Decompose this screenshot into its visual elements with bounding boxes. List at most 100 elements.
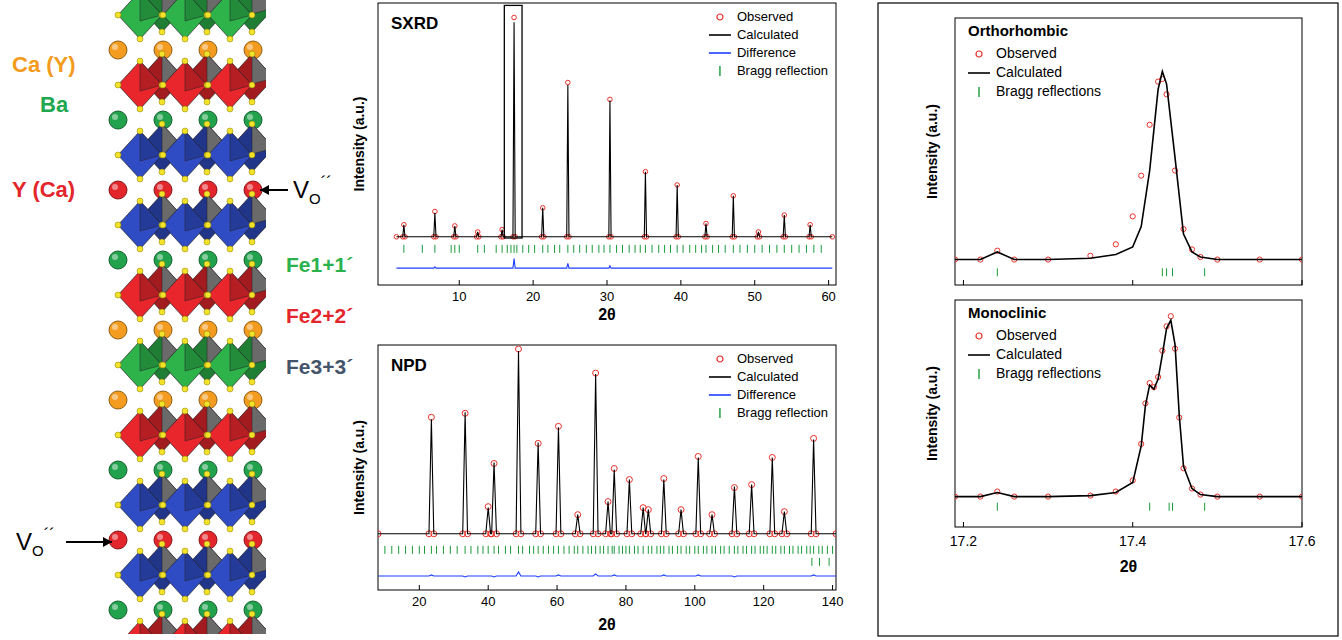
- bragg-tick: [543, 546, 544, 554]
- site-label: Ba: [40, 92, 69, 117]
- bragg-tick: [733, 245, 734, 253]
- x-tick: [832, 585, 833, 590]
- bragg-tick: [767, 546, 768, 554]
- octahedron-face: [230, 0, 252, 21]
- bragg-tick: [694, 546, 695, 554]
- chart-title: Orthorhombic: [968, 22, 1068, 39]
- oxygen: [115, 12, 121, 18]
- octahedron: [208, 551, 252, 599]
- vacancy-sup: ´´: [44, 525, 55, 544]
- bragg-tick: [598, 245, 599, 253]
- vacancy-label: VO´´: [16, 525, 55, 559]
- cation: [199, 321, 217, 339]
- oxygen: [137, 246, 143, 252]
- oxygen: [204, 502, 210, 508]
- bragg-tick: [494, 546, 495, 554]
- chart: Intensity (a.u.)OrthorhombicObservedCalc…: [924, 18, 1305, 285]
- octahedron: [118, 551, 162, 599]
- oxygen: [159, 401, 165, 407]
- octahedron-face: [140, 551, 162, 581]
- oxygen: [182, 408, 188, 414]
- octahedron-face: [230, 131, 252, 161]
- bragg-tick: [622, 245, 623, 253]
- cation-highlight: [247, 394, 253, 400]
- legend: ObservedCalculatedDifferenceBragg reflec…: [709, 9, 828, 78]
- oxygen: [182, 478, 188, 484]
- octahedron-face: [185, 481, 207, 511]
- bragg-tick: [451, 245, 452, 253]
- oxygen: [249, 541, 255, 547]
- legend: ObservedCalculatedBragg reflections: [968, 327, 1101, 381]
- oxygen: [227, 456, 233, 462]
- cation-highlight: [202, 44, 208, 50]
- cation-highlight: [202, 324, 208, 330]
- oxygen: [249, 261, 255, 267]
- oxygen: [249, 152, 255, 158]
- oxygen: [205, 222, 211, 228]
- x-axis-title: 2θ: [598, 306, 616, 323]
- plot-frame: [378, 345, 836, 590]
- oxygen: [204, 292, 210, 298]
- bragg-tick: [614, 546, 615, 554]
- octahedron-face: [140, 271, 162, 301]
- bragg-tick: [622, 546, 623, 554]
- octahedron-face: [230, 61, 252, 91]
- oxygen: [227, 338, 233, 344]
- legend-label: Calculated: [737, 369, 798, 384]
- cation: [109, 391, 127, 409]
- bragg-tick: [1204, 503, 1205, 511]
- oxygen: [249, 362, 255, 368]
- oxygen: [159, 331, 165, 337]
- cation: [154, 251, 172, 269]
- plot-frame: [955, 300, 1302, 527]
- oxygen: [204, 572, 210, 578]
- oxygen: [227, 106, 233, 112]
- x-tick-label: 17.4: [1119, 533, 1146, 549]
- cation: [109, 321, 127, 339]
- bragg-tick: [573, 245, 574, 253]
- bragg-tick: [776, 245, 777, 253]
- cation: [199, 41, 217, 59]
- oxygen: [137, 106, 143, 112]
- bragg-tick: [595, 546, 596, 554]
- cation-highlight: [112, 534, 118, 540]
- bragg-tick: [591, 546, 592, 554]
- oxygen: [160, 572, 166, 578]
- cation: [109, 461, 127, 479]
- y-axis-title: Intensity (a.u.): [924, 366, 940, 461]
- oxygen: [160, 222, 166, 228]
- octahedron: [208, 61, 252, 109]
- bragg-tick: [436, 546, 437, 554]
- octahedron-face: [230, 551, 252, 581]
- x-tick: [1302, 522, 1303, 527]
- bragg-tick: [608, 546, 609, 554]
- oxygen: [137, 526, 143, 532]
- bragg-tick: [689, 245, 690, 253]
- bragg-tick: [412, 546, 413, 554]
- oxygen: [182, 618, 188, 624]
- cation: [244, 461, 262, 479]
- oxygen: [160, 432, 166, 438]
- octahedron-face: [185, 61, 207, 91]
- oxygen: [160, 12, 166, 18]
- oxygen: [204, 169, 210, 175]
- oxygen: [204, 239, 210, 245]
- bragg-tick: [813, 245, 814, 253]
- oxygen: [159, 261, 165, 267]
- bragg-tick: [718, 245, 719, 253]
- bragg-tick: [683, 245, 684, 253]
- oxygen: [159, 51, 165, 57]
- oxygen: [160, 152, 166, 158]
- bragg-tick: [698, 546, 699, 554]
- bragg-tick: [619, 546, 620, 554]
- octahedron: [118, 481, 162, 529]
- x-tick-label: 50: [748, 289, 762, 304]
- oxygen: [115, 292, 121, 298]
- bragg-tick: [755, 546, 756, 554]
- bragg-tick: [600, 546, 601, 554]
- structure: [109, 0, 277, 640]
- zoom-box: [504, 5, 522, 238]
- oxygen: [159, 309, 165, 315]
- cation-highlight: [157, 44, 163, 50]
- site-label: Y (Ca): [12, 177, 75, 202]
